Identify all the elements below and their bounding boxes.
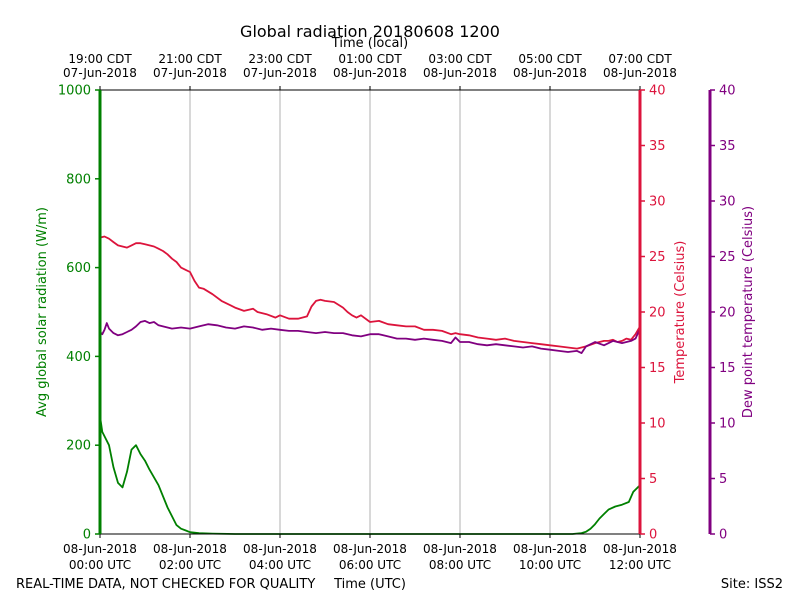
series-group <box>99 235 641 535</box>
top-tick-label-time: 21:00 CDT <box>158 52 222 66</box>
dewpoint-tick-label: 35 <box>719 139 736 154</box>
dewpoint-tick-label: 30 <box>719 195 736 210</box>
temperature-series-line <box>99 235 641 350</box>
dewpoint-tick-label: 20 <box>719 306 736 321</box>
x-tick-label-date: 08-Jun-2018 <box>243 542 317 556</box>
dewpoint-tick-label: 15 <box>719 361 736 376</box>
top-tick-label-time: 01:00 CDT <box>338 52 402 66</box>
x-tick-label-time: 06:00 UTC <box>339 558 401 572</box>
temperature-tick-label: 5 <box>649 472 657 487</box>
quality-disclaimer: REAL-TIME DATA, NOT CHECKED FOR QUALITY <box>16 577 315 592</box>
top-tick-label-date: 08-Jun-2018 <box>513 66 587 80</box>
temperature-tick-label: 25 <box>649 250 666 265</box>
dewpoint-tick-label: 5 <box>719 472 727 487</box>
top-tick-label-date: 08-Jun-2018 <box>333 66 407 80</box>
top-tick-label-time: 03:00 CDT <box>428 52 492 66</box>
x-tick-label-time: 04:00 UTC <box>249 558 311 572</box>
x-tick-label-date: 08-Jun-2018 <box>63 542 137 556</box>
top-tick-label-date: 07-Jun-2018 <box>63 66 137 80</box>
x-tick-label-date: 08-Jun-2018 <box>423 542 497 556</box>
top-tick-label-time: 07:00 CDT <box>608 52 672 66</box>
radiation-tick-label: 1000 <box>58 84 91 99</box>
temperature-tick-label: 20 <box>649 306 666 321</box>
temperature-tick-label: 15 <box>649 361 666 376</box>
top-axis-label: Time (local) <box>331 36 408 51</box>
x-tick-label-time: 12:00 UTC <box>609 558 671 572</box>
chart-title: Global radiation 20180608 1200 <box>240 22 500 41</box>
x-axis-label: Time (UTC) <box>333 577 406 592</box>
dewpoint-tick-label: 10 <box>719 417 736 432</box>
dewpoint-series-line <box>99 319 641 355</box>
temperature-tick-label: 35 <box>649 139 666 154</box>
radiation-tick-label: 0 <box>83 528 91 543</box>
temperature-axis-label: Temperature (Celsius) <box>673 241 688 385</box>
x-tick-label-date: 08-Jun-2018 <box>603 542 677 556</box>
radiation-tick-label: 200 <box>66 439 91 454</box>
x-tick-label-date: 08-Jun-2018 <box>153 542 227 556</box>
radiation-tick-label: 400 <box>66 350 91 365</box>
top-tick-label-date: 08-Jun-2018 <box>423 66 497 80</box>
x-tick-label-time: 02:00 UTC <box>159 558 221 572</box>
dewpoint-tick-label: 0 <box>719 528 727 543</box>
x-tick-label-date: 08-Jun-2018 <box>513 542 587 556</box>
radiation-tick-label: 600 <box>66 261 91 276</box>
temperature-tick-label: 10 <box>649 417 666 432</box>
site-label: Site: ISS2 <box>721 577 783 592</box>
top-tick-label-date: 07-Jun-2018 <box>243 66 317 80</box>
radiation-axis-label: Avg global solar radiation (W/m) <box>35 207 50 417</box>
x-tick-label-time: 08:00 UTC <box>429 558 491 572</box>
radiation-tick-label: 800 <box>66 172 91 187</box>
top-tick-label-time: 19:00 CDT <box>68 52 132 66</box>
top-tick-label-time: 23:00 CDT <box>248 52 312 66</box>
grid <box>189 90 551 534</box>
dewpoint-tick-label: 25 <box>719 250 736 265</box>
temperature-tick-label: 0 <box>649 528 657 543</box>
axis-ticks: 08-Jun-2018 00:00 UTC 08-Jun-2018 02:00 UTC… <box>58 52 736 572</box>
radiation-series-line <box>99 416 641 535</box>
temperature-tick-label: 40 <box>649 84 666 99</box>
dewpoint-axis-label: Dew point temperature (Celsius) <box>741 206 756 418</box>
top-tick-label-date: 08-Jun-2018 <box>603 66 677 80</box>
x-tick-label-time: 10:00 UTC <box>519 558 581 572</box>
x-tick-label-time: 00:00 UTC <box>69 558 131 572</box>
dewpoint-tick-label: 40 <box>719 84 736 99</box>
top-tick-label-time: 05:00 CDT <box>518 52 582 66</box>
x-tick-label-date: 08-Jun-2018 <box>333 542 407 556</box>
top-tick-label-date: 07-Jun-2018 <box>153 66 227 80</box>
temperature-tick-label: 30 <box>649 195 666 210</box>
